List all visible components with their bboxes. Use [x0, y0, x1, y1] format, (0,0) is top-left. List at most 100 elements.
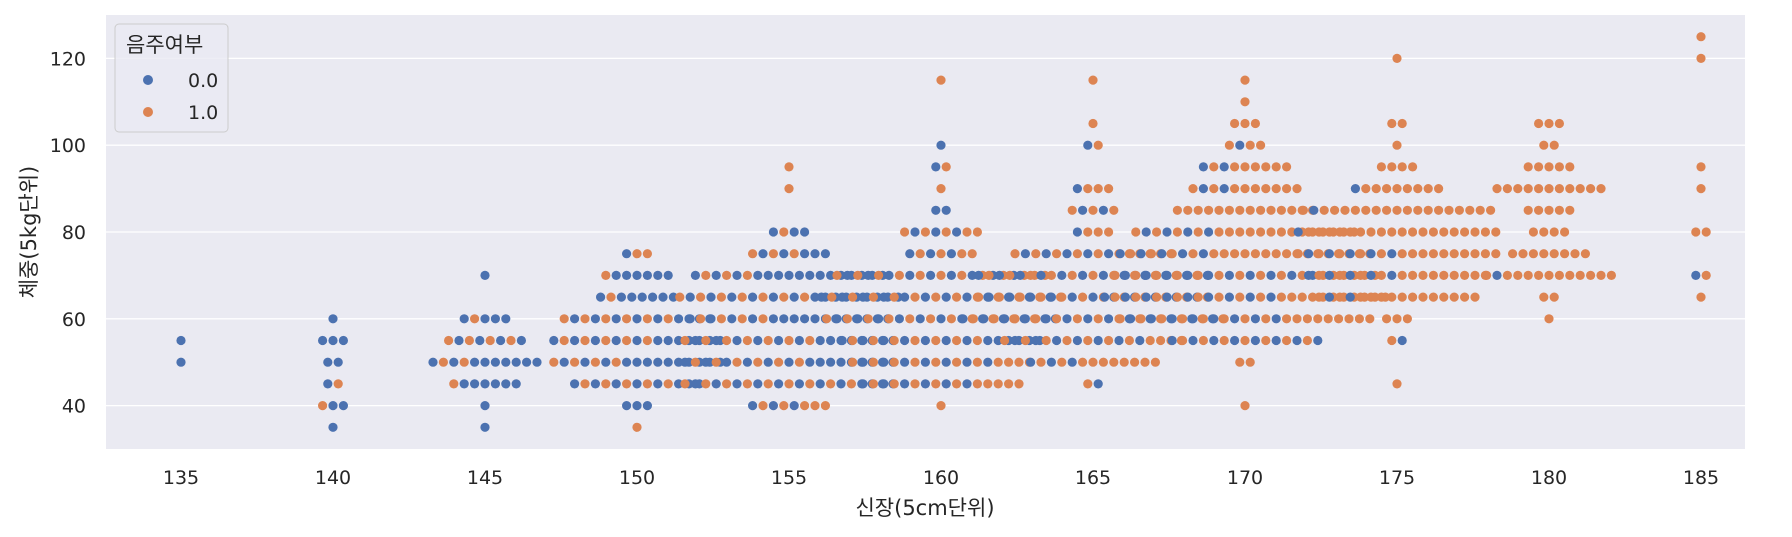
point-165-70-series-1.0 [1067, 270, 1077, 280]
point-170-95-series-1.0 [1209, 162, 1219, 172]
point-165-60-series-0.0 [1062, 314, 1072, 324]
point-160-60-series-1.0 [842, 314, 853, 324]
point-175-90-series-0.0 [1350, 184, 1360, 194]
point-180-105-series-1.0 [1534, 118, 1544, 129]
point-155-55-series-1.0 [763, 335, 773, 346]
point-155-50-series-0.0 [701, 357, 711, 367]
point-175-85-series-1.0 [1454, 205, 1464, 215]
point-170-55-series-0.0 [1209, 335, 1219, 346]
point-185-70-series-1.0 [1701, 270, 1711, 280]
point-140-50-series-0.0 [333, 357, 343, 367]
point-170-65-series-1.0 [1297, 292, 1307, 302]
x-axis-label: 신장(5cm단위) [855, 496, 994, 520]
point-165-50-series-1.0 [1109, 357, 1119, 367]
point-155-55-series-0.0 [774, 335, 784, 346]
point-160-55-series-1.0 [868, 335, 879, 346]
point-150-50-series-1.0 [611, 357, 621, 367]
point-145-50-series-0.0 [490, 357, 500, 367]
point-170-60-series-1.0 [1219, 314, 1229, 324]
point-175-85-series-1.0 [1434, 205, 1444, 215]
point-175-85-series-1.0 [1475, 205, 1485, 215]
point-160-75-series-1.0 [967, 249, 977, 259]
point-160-55-series-0.0 [858, 335, 868, 346]
point-145-60-series-0.0 [459, 314, 469, 324]
point-175-70-series-1.0 [1314, 270, 1324, 280]
point-170-65-series-1.0 [1110, 292, 1120, 302]
point-170-75-series-1.0 [1209, 249, 1219, 259]
point-145-50-series-0.0 [511, 357, 521, 367]
point-155-40-series-1.0 [758, 401, 768, 411]
point-170-55-series-1.0 [1282, 335, 1292, 346]
point-165-75-series-1.0 [1072, 249, 1082, 259]
point-170-60-series-1.0 [1292, 314, 1302, 324]
x-tick-label-150: 150 [619, 467, 655, 489]
point-180-75-series-1.0 [1518, 249, 1528, 259]
point-135-55-series-0.0 [176, 335, 186, 346]
point-145-50-series-1.0 [438, 357, 448, 367]
point-155-90-series-1.0 [784, 184, 794, 194]
point-170-70-series-1.0 [1193, 270, 1203, 280]
point-170-70-series-1.0 [1152, 270, 1162, 280]
point-160-45-series-1.0 [983, 379, 993, 389]
point-155-55-series-0.0 [711, 335, 721, 346]
point-150-65-series-0.0 [658, 292, 668, 302]
point-170-65-series-1.0 [1152, 292, 1162, 302]
point-155-70-series-0.0 [805, 270, 815, 280]
point-175-65-series-1.0 [1397, 292, 1407, 302]
point-180-100-series-1.0 [1539, 140, 1549, 150]
point-145-55-series-0.0 [496, 335, 506, 346]
point-165-55-series-0.0 [1093, 335, 1103, 346]
point-160-55-series-0.0 [993, 335, 1003, 346]
point-175-75-series-1.0 [1408, 249, 1418, 259]
point-155-60-series-1.0 [716, 314, 727, 324]
point-165-50-series-1.0 [1088, 357, 1098, 367]
legend: 음주여부 0.0 1.0 [114, 23, 229, 133]
point-160-75-series-1.0 [957, 249, 967, 259]
point-150-60-series-1.0 [642, 314, 653, 324]
point-170-95-series-1.0 [1250, 162, 1260, 172]
point-170-60-series-1.0 [1240, 314, 1250, 324]
point-170-60-series-1.0 [1282, 314, 1292, 324]
point-170-70-series-0.0 [1204, 270, 1214, 280]
point-175-80-series-1.0 [1397, 227, 1407, 237]
point-160-60-series-1.0 [884, 314, 894, 324]
point-175-95-series-1.0 [1376, 162, 1386, 172]
point-160-45-series-0.0 [941, 379, 951, 389]
point-155-45-series-1.0 [722, 379, 732, 389]
point-150-55-series-0.0 [570, 335, 580, 346]
point-165-55-series-0.0 [1114, 335, 1124, 346]
point-160-45-series-0.0 [900, 379, 910, 389]
point-150-55-series-0.0 [663, 335, 673, 346]
point-170-65-series-1.0 [1276, 292, 1286, 302]
point-175-105-series-1.0 [1387, 118, 1397, 129]
point-180-95-series-1.0 [1534, 162, 1544, 172]
point-165-90-series-1.0 [1093, 184, 1103, 194]
point-155-55-series-1.0 [742, 335, 753, 346]
point-150-65-series-0.0 [637, 292, 647, 302]
point-165-80-series-0.0 [1072, 227, 1082, 237]
point-160-65-series-1.0 [848, 292, 858, 302]
point-170-95-series-0.0 [1198, 162, 1208, 172]
point-175-100-series-1.0 [1392, 140, 1402, 150]
point-155-50-series-0.0 [805, 357, 815, 367]
point-175-85-series-1.0 [1402, 205, 1412, 215]
point-170-95-series-0.0 [1219, 162, 1229, 172]
point-160-55-series-1.0 [952, 335, 962, 346]
point-170-65-series-0.0 [1224, 292, 1234, 302]
point-145-55-series-1.0 [485, 335, 495, 346]
point-175-65-series-1.0 [1366, 292, 1376, 302]
point-150-50-series-0.0 [559, 357, 569, 367]
point-175-95-series-1.0 [1387, 162, 1397, 172]
point-160-50-series-1.0 [910, 357, 920, 367]
point-160-80-series-0.0 [931, 227, 941, 237]
point-170-90-series-1.0 [1261, 184, 1271, 194]
point-160-60-series-0.0 [894, 314, 905, 324]
point-155-50-series-0.0 [826, 357, 836, 367]
point-150-50-series-0.0 [601, 357, 611, 367]
point-180-70-series-1.0 [1534, 270, 1544, 280]
point-175-85-series-1.0 [1330, 205, 1340, 215]
point-150-45-series-0.0 [653, 379, 663, 389]
point-155-70-series-0.0 [794, 270, 805, 280]
x-tick-label-170: 170 [1227, 467, 1263, 489]
y-tick-label-120: 120 [50, 48, 86, 70]
